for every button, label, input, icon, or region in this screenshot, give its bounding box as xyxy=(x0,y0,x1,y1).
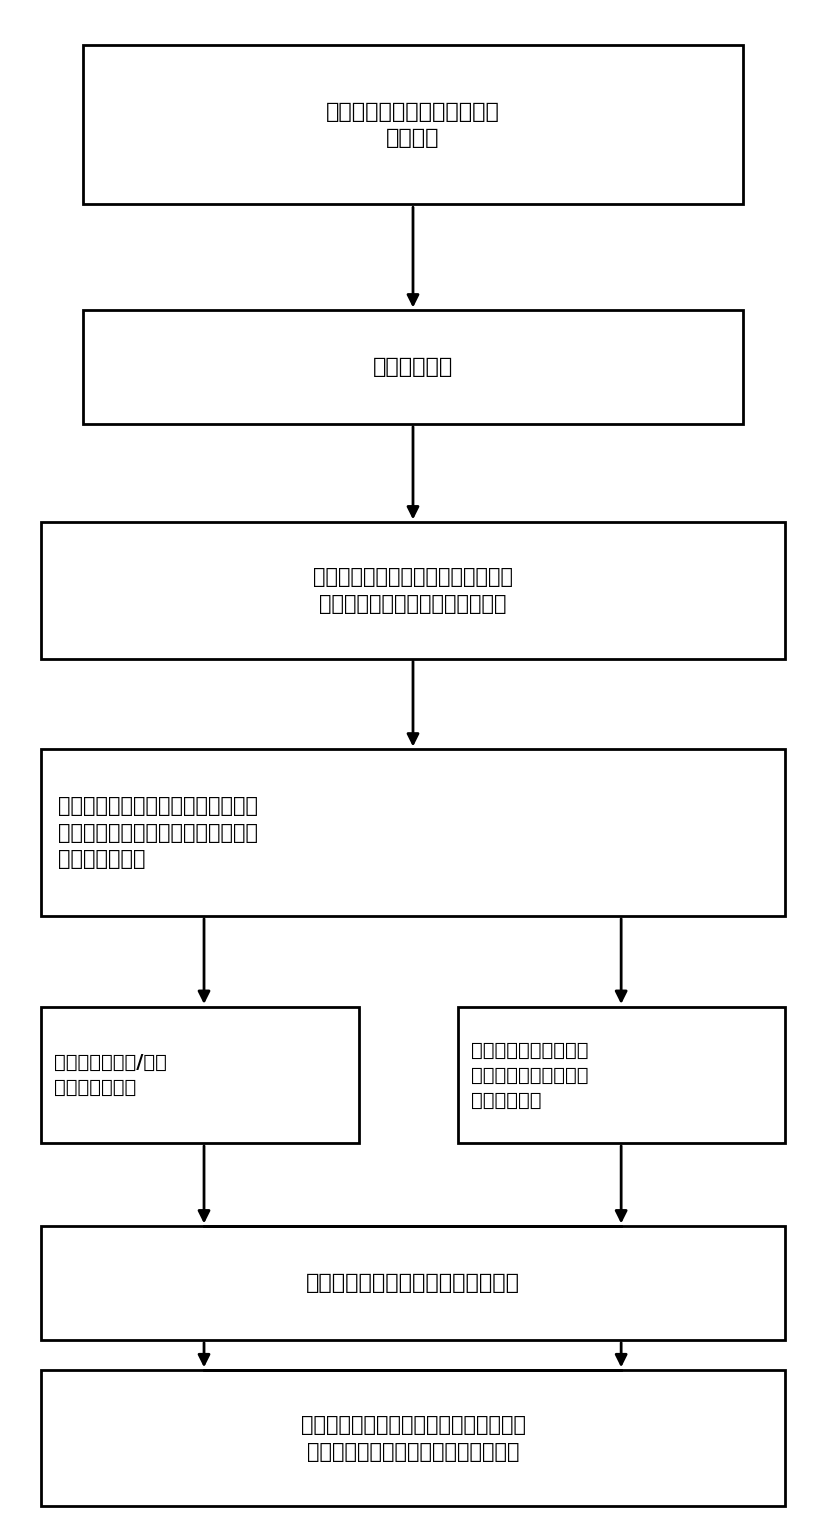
Text: 确定多周期干扰/参考
信号的各个幅值: 确定多周期干扰/参考 信号的各个幅值 xyxy=(54,1052,167,1098)
Bar xyxy=(83,310,743,424)
Bar xyxy=(41,1370,785,1506)
Text: 离散多周期滑模重复控制器参数整定: 离散多周期滑模重复控制器参数整定 xyxy=(306,1273,520,1293)
Text: 将当前的控制变量作为被控伺服系统的控
制命令，使伺服系统跟随参考信号变化: 将当前的控制变量作为被控伺服系统的控 制命令，使伺服系统跟随参考信号变化 xyxy=(301,1416,525,1461)
Text: 根据带多周期干扰差分补偿项的离散
无切换趋近律构造离散多周期滑模重
复控制器的模型: 根据带多周期干扰差分补偿项的离散 无切换趋近律构造离散多周期滑模重 复控制器的模… xyxy=(58,796,258,869)
Bar xyxy=(83,45,743,204)
Text: 根据周期等效干扰，构造带多周期干
扰差分补偿项的离散无切换趋近律: 根据周期等效干扰，构造带多周期干 扰差分补偿项的离散无切换趋近律 xyxy=(313,568,513,613)
Bar xyxy=(41,1226,785,1340)
Bar xyxy=(41,749,785,916)
Text: 选取切换函数: 选取切换函数 xyxy=(373,357,453,377)
Text: 确定绝对收敛层、单调
减区域、稳态误差带边
界及收敛步数: 确定绝对收敛层、单调 减区域、稳态误差带边 界及收敛步数 xyxy=(471,1040,588,1110)
Text: 建立电机伺服系统的误差状态
空间模型: 建立电机伺服系统的误差状态 空间模型 xyxy=(326,101,500,148)
Bar xyxy=(41,1007,359,1143)
Bar xyxy=(458,1007,785,1143)
Bar xyxy=(41,522,785,659)
